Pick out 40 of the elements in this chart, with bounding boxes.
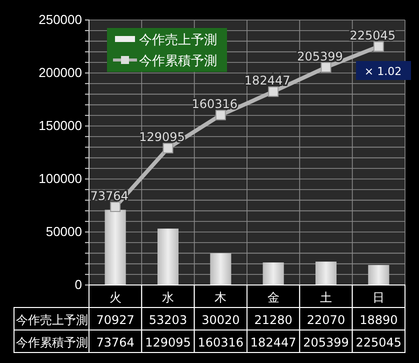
point bbox=[110, 202, 121, 212]
y-tick-label: 200000 bbox=[38, 65, 82, 80]
y-tick-label: 250000 bbox=[38, 12, 82, 28]
y-tick-label: 150000 bbox=[38, 118, 82, 134]
x-tick-label: 火 bbox=[109, 290, 122, 304]
annotation: 225045 bbox=[350, 28, 396, 42]
point bbox=[268, 86, 279, 97]
text: 今作累積予測 bbox=[16, 335, 88, 350]
point bbox=[320, 62, 332, 73]
y-tick-label: 0 bbox=[74, 277, 82, 292]
data-label: 73764 bbox=[96, 335, 134, 350]
data-label: 70927 bbox=[96, 312, 134, 327]
annotation: × 1.02 bbox=[364, 65, 402, 78]
data-label: 30020 bbox=[202, 312, 240, 327]
y-tick-label: 50000 bbox=[46, 224, 82, 240]
y-tick-label: 100000 bbox=[38, 171, 82, 186]
annotation: 205399 bbox=[297, 49, 343, 64]
data-label: 129095 bbox=[145, 335, 191, 350]
point bbox=[373, 41, 384, 52]
point bbox=[162, 142, 174, 154]
annotation: 182447 bbox=[244, 74, 290, 88]
annotation: 160316 bbox=[192, 97, 238, 112]
x-tick-label: 土 bbox=[320, 290, 332, 304]
data-label: 18890 bbox=[360, 312, 398, 327]
x-tick-label: 木 bbox=[214, 290, 227, 304]
text: 今作売上予測 bbox=[16, 312, 88, 327]
x-tick-label: 金 bbox=[267, 290, 280, 304]
data-label: 160316 bbox=[198, 335, 244, 350]
data-label: 205399 bbox=[303, 335, 349, 350]
data-label: 182447 bbox=[250, 335, 296, 350]
data-label: 22070 bbox=[306, 312, 346, 327]
data-label: 21280 bbox=[254, 312, 292, 327]
x-tick-label: 水 bbox=[162, 290, 174, 304]
data-label: 225045 bbox=[356, 335, 402, 350]
x-tick-label: 日 bbox=[372, 290, 385, 304]
data-label: 53203 bbox=[148, 312, 188, 327]
point bbox=[215, 110, 226, 120]
annotation: 129095 bbox=[139, 130, 185, 144]
legend-label: 今作累積予測 bbox=[139, 54, 217, 69]
legend-label: 今作売上予測 bbox=[139, 33, 217, 48]
